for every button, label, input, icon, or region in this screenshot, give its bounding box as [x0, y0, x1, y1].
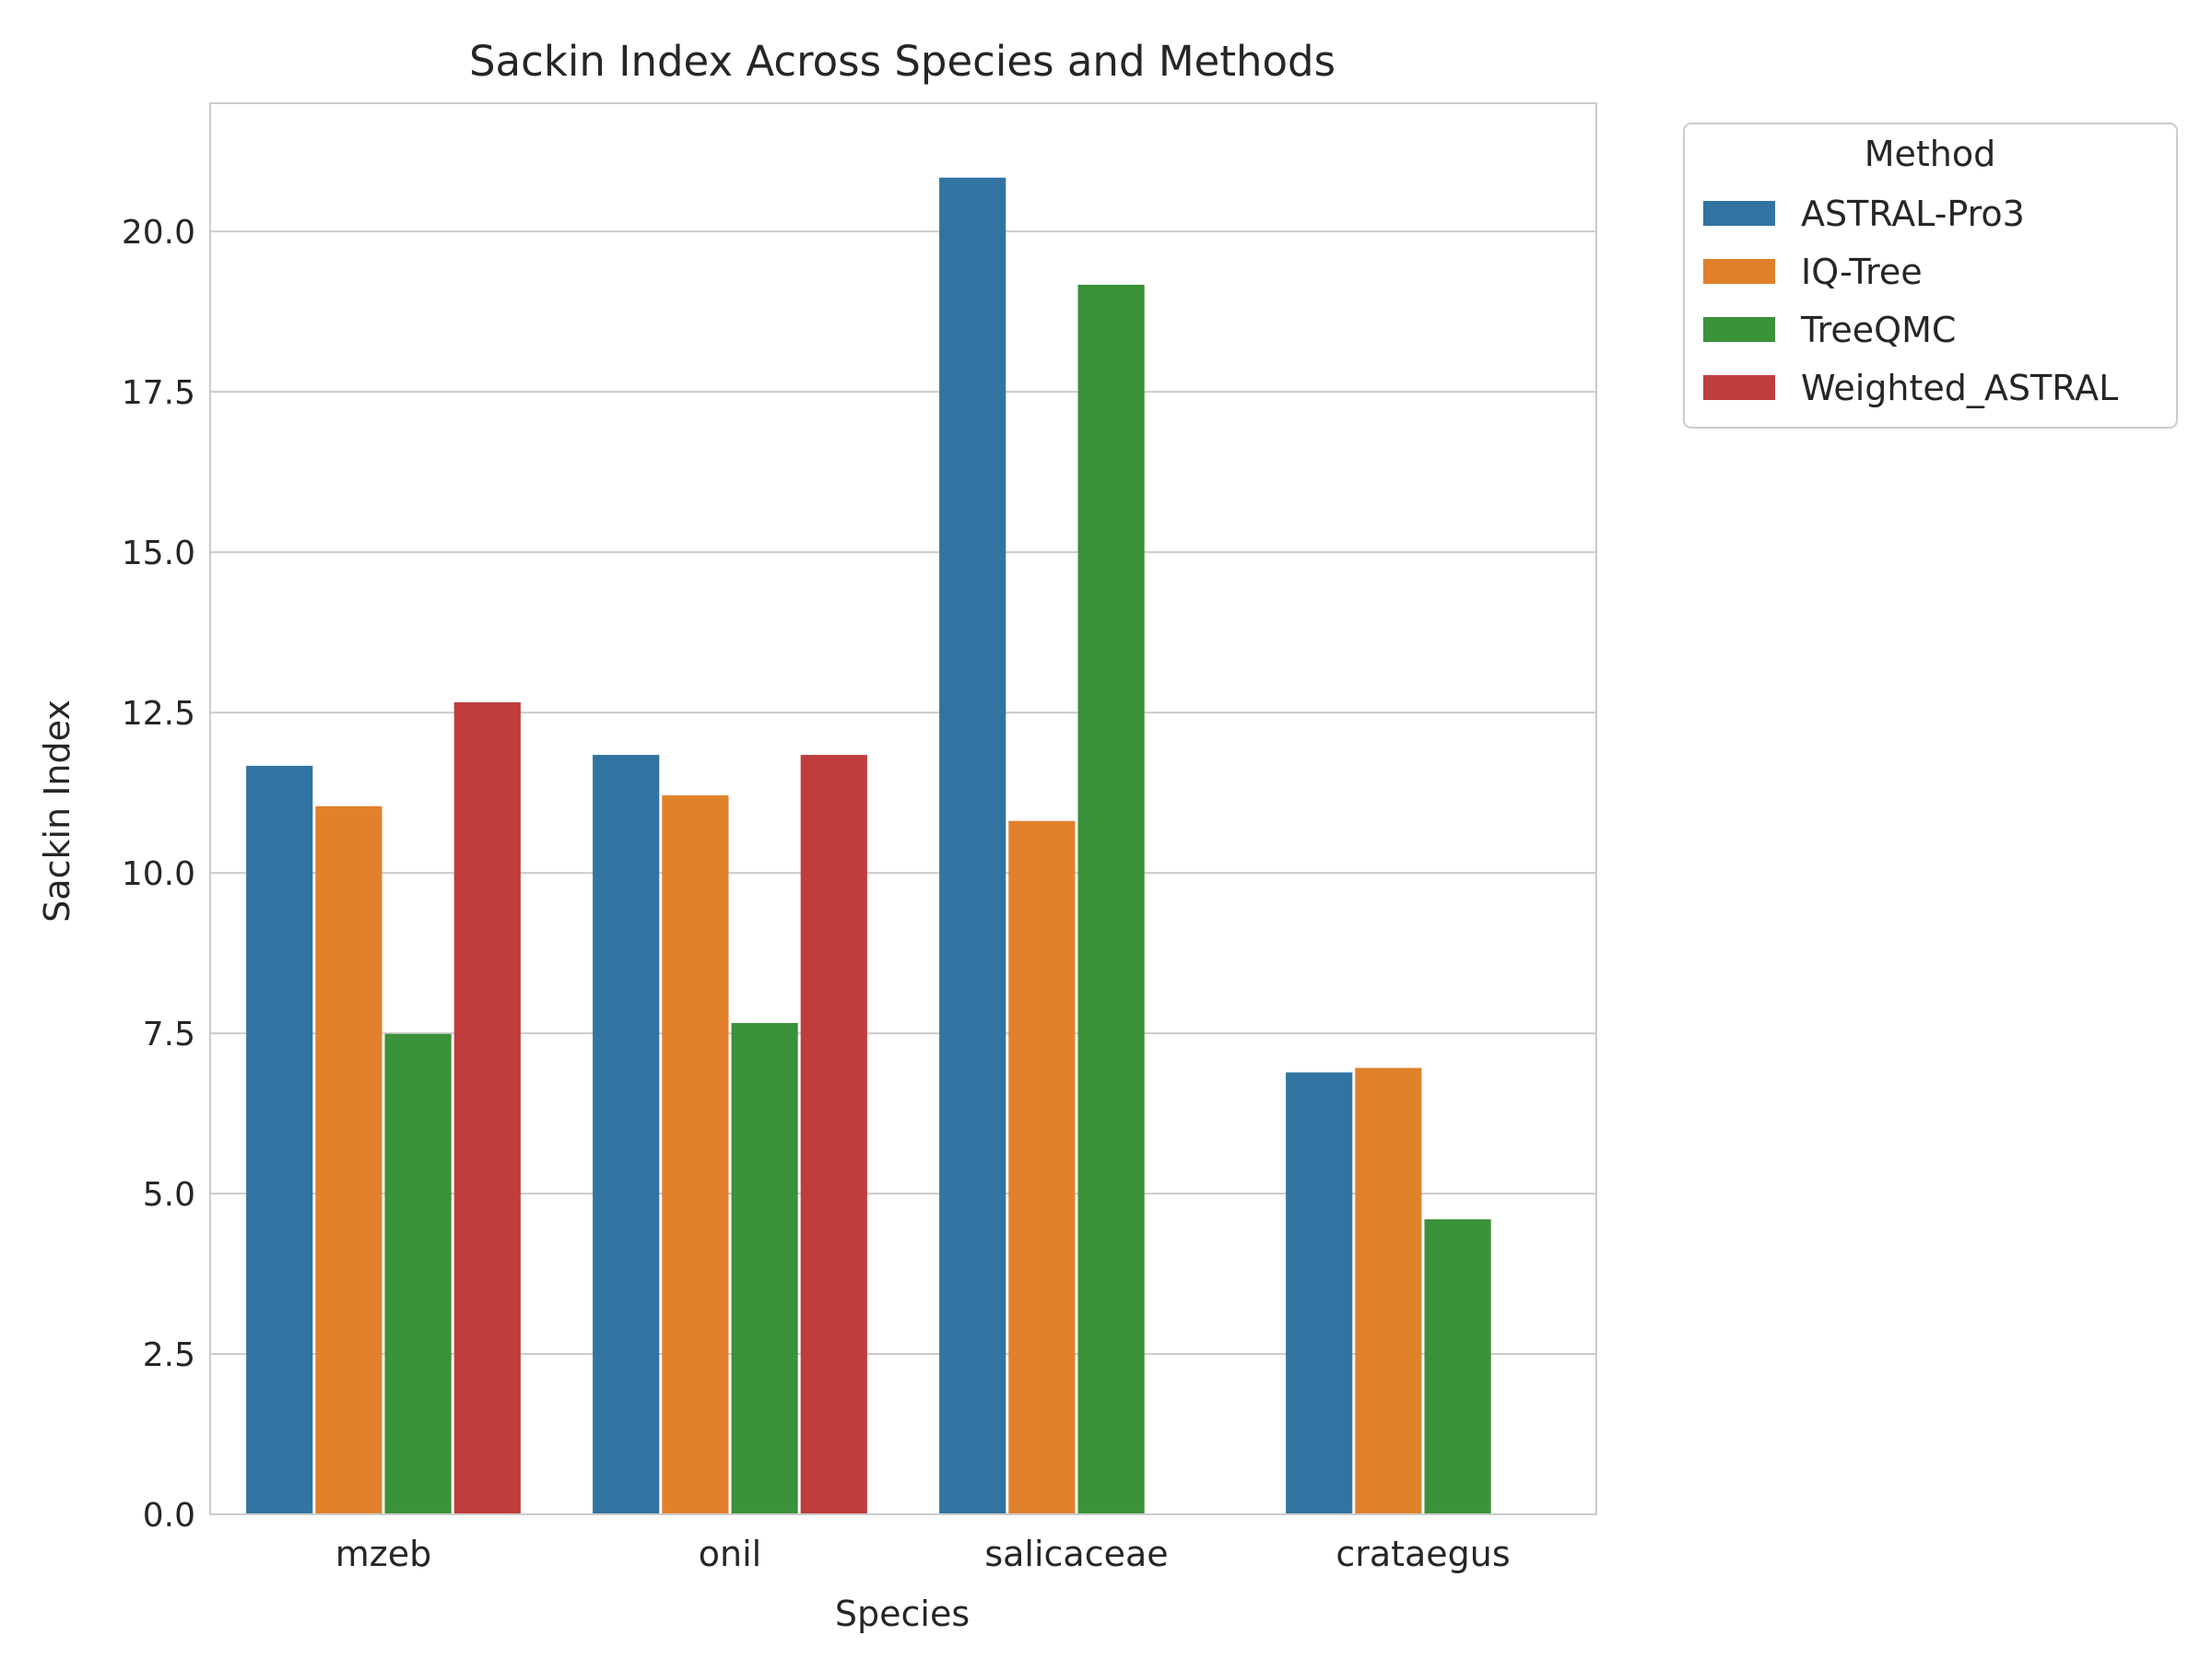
legend-title: Method [1865, 134, 1996, 174]
legend-swatch [1703, 201, 1775, 226]
y-tick-label: 0.0 [143, 1497, 195, 1535]
legend-label: TreeQMC [1800, 310, 1956, 350]
legend: Method ASTRAL-Pro3 IQ-Tree TreeQMC Weighted… [1683, 123, 2178, 429]
legend-label: Weighted_ASTRAL [1801, 368, 2118, 408]
legend-items: ASTRAL-Pro3 IQ-Tree TreeQMC Weighted_ASTRAL [1703, 194, 2118, 408]
legend-frame [1683, 123, 2178, 429]
y-tick-label: 17.5 [122, 374, 195, 412]
legend-swatch [1703, 375, 1775, 400]
x-axis-label: Species [835, 1594, 970, 1634]
bar-iq-tree-onil [662, 794, 729, 1514]
x-tick-label: mzeb [335, 1534, 431, 1574]
y-tick-label: 5.0 [143, 1176, 195, 1214]
y-tick-label: 2.5 [143, 1336, 195, 1374]
plot-frame [209, 102, 1597, 1515]
bar-astral-pro3-mzeb [246, 765, 313, 1514]
bar-iq-tree-mzeb [315, 806, 382, 1514]
bar-treeqmc-crataegus [1424, 1218, 1491, 1514]
bar-iq-tree-crataegus [1355, 1067, 1422, 1514]
y-tick-label: 20.0 [122, 214, 195, 252]
bar-treeqmc-onil [731, 1022, 798, 1514]
legend-swatch [1703, 317, 1775, 342]
bar-astral-pro3-crataegus [1286, 1072, 1353, 1514]
y-tick-label: 15.0 [122, 535, 195, 572]
bar-astral-pro3-onil [593, 755, 660, 1514]
bars [246, 177, 1491, 1514]
y-axis-ticks: 0.0 2.5 5.0 7.5 10.0 12.5 15.0 17.5 20.0 [122, 214, 195, 1535]
bar-iq-tree-salicaceae [1008, 820, 1076, 1514]
y-tick-label: 12.5 [122, 695, 195, 733]
bar-weighted-astral-onil [800, 755, 867, 1514]
y-tick-label: 10.0 [122, 855, 195, 893]
x-axis-ticks: mzeb onil salicaceae crataegus [335, 1534, 1511, 1574]
y-tick-label: 7.5 [143, 1016, 195, 1053]
bar-weighted-astral-mzeb [453, 701, 521, 1514]
legend-swatch [1703, 259, 1775, 284]
legend-label: ASTRAL-Pro3 [1801, 194, 2025, 234]
y-axis-label: Sackin Index [37, 700, 77, 923]
chart-title: Sackin Index Across Species and Methods [469, 37, 1335, 86]
bar-treeqmc-mzeb [384, 1033, 452, 1514]
bar-treeqmc-salicaceae [1077, 284, 1145, 1514]
x-tick-label: crataegus [1335, 1534, 1510, 1574]
x-tick-label: onil [699, 1534, 761, 1574]
x-tick-label: salicaceae [984, 1534, 1168, 1574]
legend-label: IQ-Tree [1801, 252, 1923, 292]
bar-astral-pro3-salicaceae [939, 177, 1006, 1514]
